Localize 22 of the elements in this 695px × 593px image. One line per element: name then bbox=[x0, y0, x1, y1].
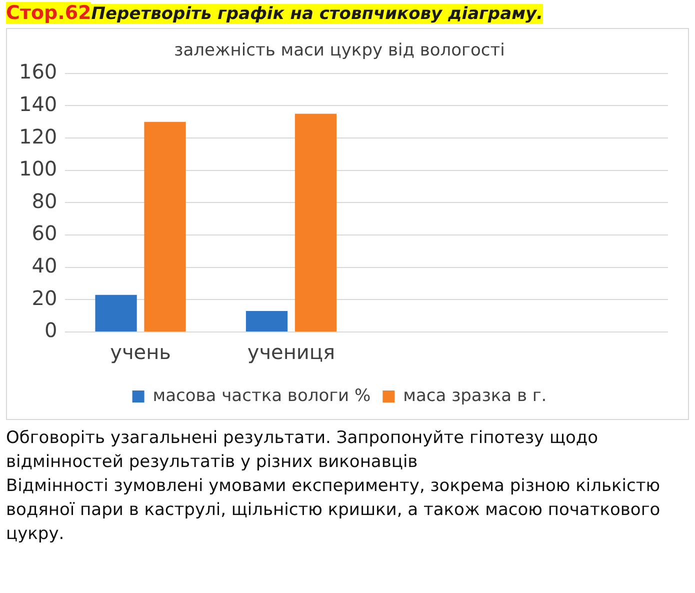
bar bbox=[144, 122, 186, 332]
text: Перетворіть графік на стовпчикову діаграму. bbox=[91, 4, 544, 24]
y-tick-label: 60 bbox=[32, 221, 58, 246]
legend-label: масова частка вологи % bbox=[152, 386, 371, 406]
bar bbox=[294, 114, 337, 332]
y-tick-label: 160 bbox=[18, 60, 58, 84]
y-tick-label: 100 bbox=[18, 156, 58, 181]
chart-title: залежність маси цукру від вологості bbox=[174, 40, 505, 61]
y-tick-label: 20 bbox=[32, 286, 58, 310]
x-tick-label: учениця bbox=[247, 340, 336, 364]
y-tick-label: 80 bbox=[32, 188, 58, 213]
y-tick-label: 140 bbox=[18, 92, 58, 116]
bar bbox=[246, 310, 288, 332]
x-tick-label: учень bbox=[110, 340, 171, 364]
y-tick-label: 0 bbox=[44, 318, 58, 342]
text: Стор.62 bbox=[6, 2, 92, 24]
y-tick-label: 120 bbox=[18, 124, 58, 148]
bar bbox=[95, 294, 137, 332]
y-tick-label: 40 bbox=[32, 254, 58, 278]
text: Відмінності зумовлені умовами експерименту, зокрема різною кількістю водяної пари в каструлі, щільністю кришки, а також масою початкового цукру. bbox=[6, 475, 662, 546]
text: Обговоріть узагальнені результати. Запропонуйте гіпотезу щодо відмінностей результатів у різних виконавців bbox=[6, 427, 600, 474]
legend-label: маса зразка в г. bbox=[403, 386, 547, 406]
